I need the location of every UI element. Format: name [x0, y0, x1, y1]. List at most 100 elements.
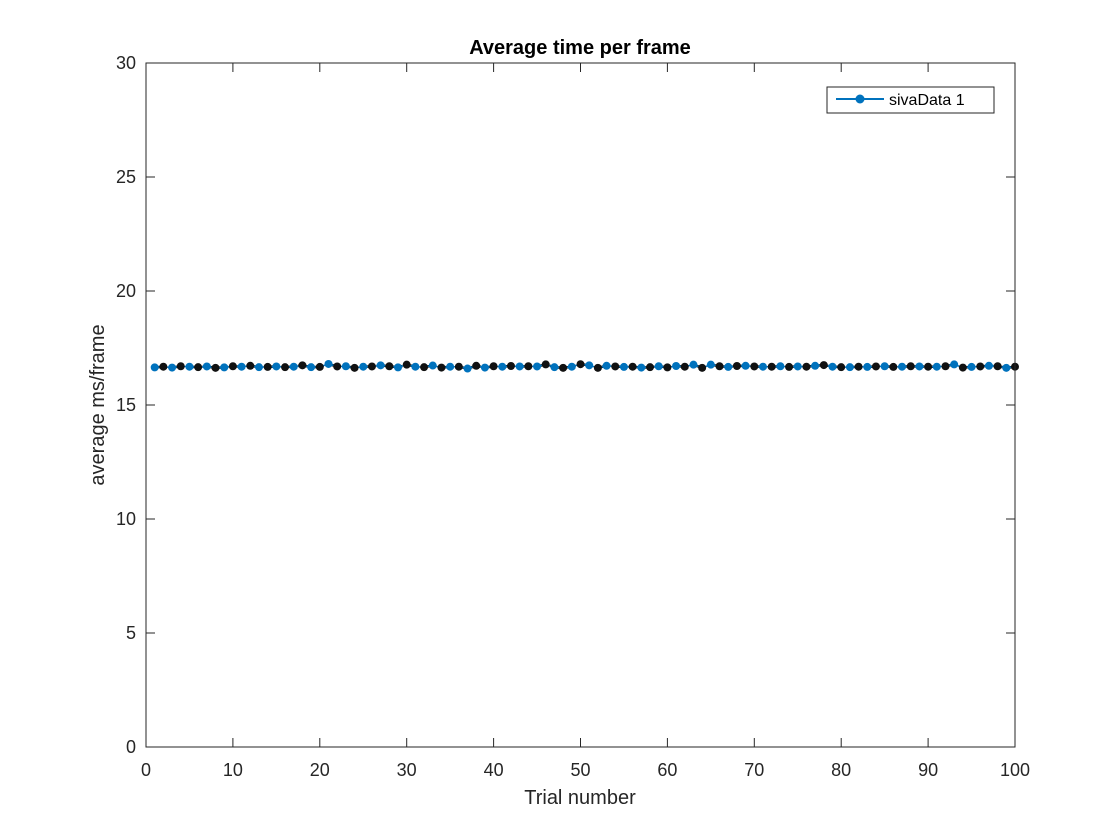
y-tick-label: 20: [116, 281, 136, 301]
x-tick-label: 40: [484, 760, 504, 780]
data-point: [654, 362, 663, 371]
data-point: [819, 361, 828, 370]
x-tick-label: 20: [310, 760, 330, 780]
data-point: [402, 360, 411, 369]
data-point: [220, 363, 229, 372]
data-point: [845, 363, 854, 372]
data-point: [454, 362, 463, 371]
data-point: [628, 362, 637, 371]
data-point: [272, 362, 281, 371]
legend: sivaData 1: [826, 86, 995, 114]
data-point: [541, 360, 550, 369]
data-point: [176, 362, 185, 371]
data-point: [932, 362, 941, 371]
data-point: [898, 362, 907, 371]
data-point: [1002, 363, 1011, 372]
data-point: [463, 364, 472, 373]
x-tick-label: 0: [141, 760, 151, 780]
data-point: [324, 359, 333, 368]
y-tick-label: 5: [126, 623, 136, 643]
data-point: [394, 363, 403, 372]
data-point: [246, 361, 255, 370]
x-axis-title: Trial number: [524, 787, 636, 809]
data-point: [854, 362, 863, 371]
data-point: [672, 362, 681, 371]
data-point: [758, 362, 767, 371]
series-line: [154, 363, 1016, 370]
data-point: [550, 363, 559, 372]
data-point: [194, 363, 203, 372]
data-point: [341, 362, 350, 371]
data-point: [472, 361, 481, 370]
data-point: [863, 362, 872, 371]
data-point: [437, 363, 446, 372]
y-tick-label: 25: [116, 167, 136, 187]
data-point: [680, 362, 689, 371]
data-point: [506, 362, 515, 371]
data-point: [159, 362, 168, 371]
data-point: [915, 362, 924, 371]
data-point: [767, 362, 776, 371]
data-point: [619, 362, 628, 371]
data-point: [941, 362, 950, 371]
data-point: [837, 363, 846, 372]
data-point: [263, 362, 272, 371]
data-point: [515, 362, 524, 371]
data-point: [385, 362, 394, 371]
x-tick-label: 100: [1000, 760, 1030, 780]
data-point: [446, 362, 455, 371]
data-point: [724, 362, 733, 371]
data-point: [585, 361, 594, 370]
data-point: [533, 362, 542, 371]
data-point: [237, 362, 246, 371]
data-point: [689, 360, 698, 369]
x-tick-label: 50: [570, 760, 590, 780]
data-point: [411, 362, 420, 371]
data-point: [307, 363, 316, 372]
data-point: [924, 362, 933, 371]
data-point: [315, 362, 324, 371]
data-point: [750, 362, 759, 371]
data-point: [289, 362, 298, 371]
data-point: [359, 362, 368, 371]
data-point: [958, 363, 967, 372]
data-point: [637, 363, 646, 372]
data-point: [333, 362, 342, 371]
y-tick-label: 30: [116, 53, 136, 73]
data-point: [950, 360, 959, 369]
data-point: [802, 362, 811, 371]
x-tick-label: 90: [918, 760, 938, 780]
data-point: [350, 363, 359, 372]
y-tick-label: 15: [116, 395, 136, 415]
data-point: [828, 362, 837, 371]
data-point: [698, 363, 707, 372]
data-point: [254, 363, 263, 372]
x-tick-label: 10: [223, 760, 243, 780]
data-point: [811, 361, 820, 370]
data-point: [871, 362, 880, 371]
data-point: [420, 363, 429, 372]
data-point: [185, 362, 194, 371]
data-point: [715, 362, 724, 371]
data-point: [168, 363, 177, 372]
data-point: [480, 363, 489, 372]
y-tick-label: 10: [116, 509, 136, 529]
data-point: [524, 362, 533, 371]
data-point: [976, 362, 985, 371]
y-axis-title: average ms/frame: [87, 324, 109, 485]
data-point: [281, 363, 290, 372]
data-point: [576, 360, 585, 369]
x-tick-label: 60: [657, 760, 677, 780]
data-point: [741, 361, 750, 370]
data-point: [567, 362, 576, 371]
data-point: [732, 362, 741, 371]
data-point: [489, 362, 498, 371]
chart-title: Average time per frame: [469, 37, 691, 59]
data-point: [993, 362, 1002, 371]
data-point: [498, 362, 507, 371]
data-point: [593, 363, 602, 372]
data-point: [880, 362, 889, 371]
